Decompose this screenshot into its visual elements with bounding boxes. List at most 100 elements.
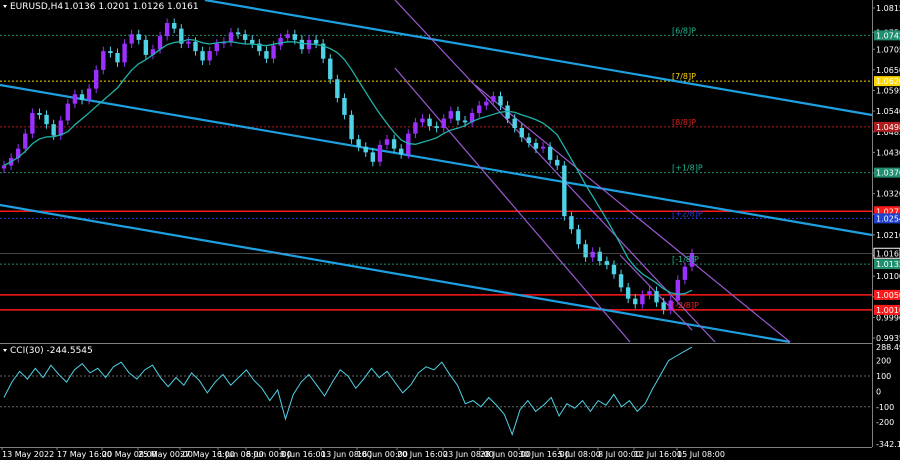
- channel-line[interactable]: [394, 67, 631, 343]
- price-tick-label: 1.0650: [876, 66, 900, 75]
- candle-body: [611, 264, 617, 275]
- date-tick-label: 23 Jun 08:00: [443, 450, 494, 459]
- candle-body: [505, 105, 510, 119]
- ohlc-label: 1.0136 1.0201 1.0126 1.0161: [64, 2, 199, 12]
- candle-body: [250, 39, 255, 44]
- price-box: [874, 30, 900, 41]
- cci-tick-label: 100: [876, 372, 891, 381]
- symbol-label: EURUSD,H4: [10, 2, 63, 12]
- ma-path: [3, 38, 693, 295]
- candle-body: [228, 32, 234, 42]
- date-tick-label: 5 Jul 08:00: [558, 450, 601, 459]
- date-tick-label: 28 Jun 00:00: [480, 450, 531, 459]
- chevron-down-icon[interactable]: [3, 5, 7, 8]
- trend-line[interactable]: [0, 203, 791, 344]
- date-tick-label: 27 May 16:00: [180, 450, 235, 459]
- murrey-label: [+2/8]P: [672, 209, 703, 218]
- candle-body: [576, 229, 581, 245]
- candle-body: [484, 101, 489, 106]
- candle-body: [583, 244, 588, 258]
- price-boxes: 1.0742 1.0620 1.0498 1.0376 1.02731.0254 1.01…: [0, 30, 900, 315]
- date-tick-label: 8 Jun 16:00: [280, 450, 326, 459]
- cci-pane: [0, 346, 872, 436]
- trend-line[interactable]: [204, 0, 873, 117]
- date-tick-label: 15 Jul 08:00: [677, 450, 725, 459]
- candle-body: [342, 98, 347, 115]
- price-tick-label: 1.0705: [876, 45, 900, 54]
- cci-tick-label: -200: [876, 418, 894, 427]
- candle-body: [37, 113, 42, 115]
- candle-body: [668, 300, 673, 310]
- candle-body: [335, 79, 340, 98]
- price-box-label: 1.0254: [876, 214, 900, 223]
- cci-line: [3, 346, 693, 436]
- candle-body: [101, 51, 106, 70]
- date-tick-label: 13 Jun 08:00: [321, 450, 372, 459]
- price-box-label: 1.0132: [876, 260, 900, 269]
- candle-body: [86, 88, 92, 100]
- candle-body: [157, 36, 163, 50]
- candle-body: [640, 294, 645, 305]
- candle-body: [633, 298, 638, 305]
- price-tick-label: 1.0430: [876, 148, 900, 157]
- price-tick-label: 0.9935: [876, 334, 900, 343]
- cci-tick-label: -100: [876, 403, 894, 412]
- price-box: [874, 121, 900, 132]
- candle-body: [512, 118, 517, 128]
- candle-body: [15, 148, 21, 158]
- date-tick-label: 16 Jun 00:00: [357, 450, 408, 459]
- date-tick-label: 1 Jun 08:00: [218, 450, 264, 459]
- candle-body: [562, 165, 567, 217]
- cci-tick-label: 0: [876, 387, 881, 396]
- candle-body: [590, 251, 595, 258]
- indicator-label: CCI(30) -244.5545: [10, 346, 93, 356]
- candle-body: [604, 261, 610, 265]
- cci-tick-label: 200: [876, 357, 891, 366]
- trend-lines[interactable]: [0, 0, 873, 344]
- price-box: [874, 213, 900, 224]
- murrey-label: [+1/8]P: [672, 164, 703, 173]
- date-tick-label: 20 Jun 16:00: [397, 450, 448, 459]
- channel-line[interactable]: [394, 0, 716, 343]
- chevron-down-icon[interactable]: [3, 349, 7, 352]
- candle-body: [164, 23, 170, 37]
- candle-body: [455, 111, 461, 121]
- price-box: [874, 259, 900, 270]
- price-tick-label: 1.0815: [876, 4, 900, 13]
- price-tick-label: 1.0210: [876, 231, 900, 240]
- murrey-labels: [6/8]P [7/8]P [8/8]P [+1/8]P [+2/8]P [-1/8]P […: [672, 26, 703, 310]
- candle-body: [618, 274, 624, 288]
- candle-body: [555, 159, 560, 166]
- current-price-label: 1.0161: [876, 249, 900, 258]
- candle-body: [533, 143, 539, 149]
- candle-body: [72, 94, 78, 104]
- candle-body: [172, 23, 177, 29]
- candle-body: [682, 266, 688, 280]
- candle-body: [264, 51, 269, 59]
- candle-body: [420, 118, 425, 123]
- candle-body: [214, 43, 219, 52]
- candle-body: [186, 41, 191, 44]
- candle-body: [661, 302, 666, 310]
- candle-body: [58, 120, 63, 136]
- murrey-label: [-2/8]P: [672, 301, 699, 310]
- candle-body: [477, 105, 482, 113]
- candle-body: [597, 251, 602, 262]
- candle-body: [540, 146, 546, 149]
- murrey-label: [6/8]P: [672, 26, 696, 35]
- trend-line[interactable]: [0, 83, 873, 237]
- candle-body: [313, 39, 319, 44]
- price-box-label: 1.0273: [876, 207, 900, 216]
- date-tick-label: 30 Jun 16:00: [519, 450, 570, 459]
- murrey-label: [-1/8]P: [672, 255, 699, 264]
- candle-body: [292, 34, 298, 40]
- candle-body: [391, 139, 397, 149]
- cci-axis: 288.493 200 100 0 -100 -200 -342.154: [876, 343, 900, 449]
- candle-body: [129, 34, 134, 44]
- candle-body: [150, 49, 156, 55]
- date-tick-label: 6 Jun 00:00: [246, 450, 292, 459]
- channel-line[interactable]: [474, 84, 791, 343]
- candle-body: [356, 139, 361, 147]
